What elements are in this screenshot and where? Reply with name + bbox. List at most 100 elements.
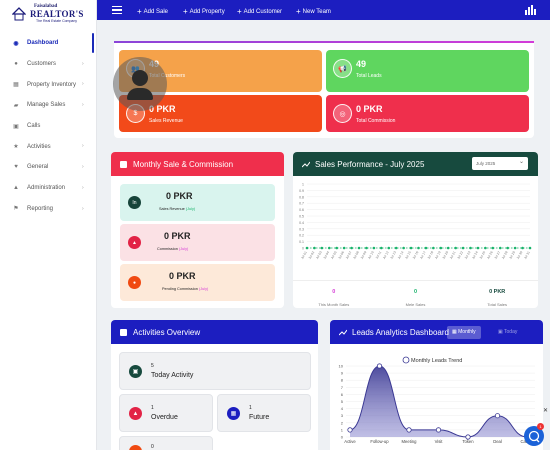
brand-top: Faisalabad bbox=[34, 4, 58, 9]
metric-caption: Pending Commission (July) bbox=[162, 287, 208, 291]
footer-value: 0 bbox=[413, 289, 418, 295]
sidebar: Faisalabad REALTOR'S The Real Estate Com… bbox=[0, 0, 97, 450]
avatar-head bbox=[132, 70, 148, 86]
sidebar-item-general[interactable]: ♥ General › bbox=[0, 157, 97, 178]
stat-total-leads[interactable]: 📢 49 Total Leads bbox=[326, 50, 529, 92]
activity-other[interactable]: ● 0 bbox=[119, 436, 213, 450]
tab-monthly[interactable]: ▦ Monthly bbox=[447, 326, 481, 339]
activity-future[interactable]: ▦ 1 Future bbox=[217, 394, 311, 432]
data-point bbox=[365, 246, 368, 250]
chevron-right-icon: › bbox=[82, 60, 84, 67]
performance-header: Sales Performance - July 2025 July 2025 bbox=[293, 152, 538, 176]
monthly-item[interactable]: In 0 PKR Sales Revenue (July) bbox=[120, 184, 275, 221]
new-team-link[interactable]: + New Team bbox=[296, 7, 331, 16]
x-tick-label: Jul 14 bbox=[397, 250, 405, 260]
house-logo-icon bbox=[12, 7, 26, 21]
data-point bbox=[432, 246, 435, 250]
performance-footer: 0 This Month Sales 0 Mele Sales 0 PKR To… bbox=[293, 280, 538, 308]
coin-icon: ◎ bbox=[333, 104, 352, 123]
tab-other-label: Today bbox=[504, 329, 518, 335]
data-point bbox=[380, 246, 383, 250]
footer-label: This Month Sales bbox=[318, 302, 350, 307]
sidebar-item-label: Reporting bbox=[27, 205, 54, 212]
metric-caption: Commission (July) bbox=[157, 247, 188, 251]
sidebar-item-property-inventory[interactable]: ▦ Property Inventory › bbox=[0, 74, 97, 95]
sidebar-item-reporting[interactable]: ⚑ Reporting › bbox=[0, 199, 97, 220]
x-tick-label: Jul 09 bbox=[360, 250, 368, 260]
x-tick-label: Jul 30 bbox=[516, 250, 524, 260]
activity-name: Overdue bbox=[151, 414, 178, 421]
star-icon: ★ bbox=[13, 144, 19, 151]
footer-label: Mele Sales bbox=[405, 302, 426, 307]
activity-count: 5 bbox=[151, 363, 154, 369]
data-point bbox=[402, 246, 405, 250]
activity-today[interactable]: ▣ 5 Today Activity bbox=[119, 352, 311, 390]
data-point bbox=[376, 363, 383, 369]
user-avatar[interactable] bbox=[113, 57, 167, 111]
sidebar-item-label: Activities bbox=[27, 143, 51, 150]
stat-label: Total Customers bbox=[149, 73, 186, 79]
sidebar-item-calls[interactable]: ▣ Calls bbox=[0, 116, 97, 137]
sidebar-item-administration[interactable]: ▲ Administration › bbox=[0, 178, 97, 199]
y-tick-label: 0.6 bbox=[299, 208, 304, 212]
stat-total-commission[interactable]: ◎ 0 PKR Total Commission bbox=[326, 95, 529, 132]
activity-name: Today Activity bbox=[151, 372, 194, 379]
sidebar-item-manage-sales[interactable]: ▰ Manage Sales › bbox=[0, 95, 97, 116]
cart-icon: ▰ bbox=[13, 102, 19, 109]
legend-marker bbox=[402, 356, 410, 364]
metric-period: (July) bbox=[198, 287, 209, 291]
stat-value: 0 PKR bbox=[149, 104, 176, 114]
y-tick-label: 2 bbox=[341, 420, 344, 425]
data-point bbox=[435, 427, 442, 433]
sidebar-item-activities[interactable]: ★ Activities › bbox=[0, 136, 97, 157]
chevron-right-icon: › bbox=[82, 164, 84, 171]
monthly-item[interactable]: ▲ 0 PKR Commission (July) bbox=[120, 224, 275, 261]
close-icon[interactable]: ✕ bbox=[543, 408, 549, 414]
metric-label: Pending Commission bbox=[162, 287, 198, 291]
activity-overdue[interactable]: ▲ 1 Overdue bbox=[119, 394, 213, 432]
metric-icon: ● bbox=[128, 276, 141, 289]
data-point bbox=[424, 246, 428, 250]
menu-toggle-icon[interactable] bbox=[112, 6, 122, 16]
sidebar-item-customers[interactable]: ● Customers › bbox=[0, 54, 97, 75]
calendar-icon: ▦ bbox=[227, 407, 240, 420]
chat-widget-button[interactable] bbox=[524, 426, 544, 446]
bar-chart-icon[interactable] bbox=[525, 5, 536, 15]
data-point bbox=[498, 246, 502, 250]
y-tick-label: 6 bbox=[341, 392, 344, 397]
leads-header: Leads Analytics Dashboard ▦ Monthly ▣ To… bbox=[330, 320, 543, 344]
data-point bbox=[406, 427, 412, 433]
chevron-right-icon: › bbox=[82, 102, 84, 109]
y-tick-label: 5 bbox=[341, 399, 344, 404]
tab-monthly-label: Monthly bbox=[458, 329, 476, 335]
stat-label: Sales Revenue bbox=[149, 118, 183, 124]
data-point bbox=[513, 246, 517, 250]
add-customer-label: Add Customer bbox=[243, 9, 283, 15]
data-point bbox=[454, 246, 457, 250]
heart-icon: ♥ bbox=[14, 164, 18, 171]
stat-value: 0 PKR bbox=[356, 104, 383, 114]
month-select[interactable]: July 2025 bbox=[472, 157, 528, 170]
line-chart-icon bbox=[339, 329, 347, 335]
brand-tagline: The Real Estate Company bbox=[36, 19, 78, 23]
legend-label: Monthly Leads Trend bbox=[411, 358, 462, 364]
brand-logo[interactable]: Faisalabad REALTOR'S The Real Estate Com… bbox=[8, 4, 93, 24]
x-tick-label: Jul 18 bbox=[427, 250, 435, 260]
sidebar-item-dashboard[interactable]: ◉ Dashboard bbox=[0, 33, 97, 54]
add-property-link[interactable]: + Add Property bbox=[183, 7, 225, 16]
new-team-label: New Team bbox=[302, 9, 331, 15]
monthly-sale-card: Monthly Sale & Commission In 0 PKR Sales R… bbox=[111, 152, 284, 308]
flag-icon: ⚑ bbox=[13, 206, 19, 213]
tab-other[interactable]: ▣ Today bbox=[498, 329, 518, 335]
footer-this-month: 0 This Month Sales bbox=[293, 281, 375, 308]
monthly-item[interactable]: ● 0 PKR Pending Commission (July) bbox=[120, 264, 275, 301]
add-customer-link[interactable]: + Add Customer bbox=[237, 7, 283, 16]
y-tick-label: 10 bbox=[339, 364, 344, 369]
data-point bbox=[528, 246, 532, 250]
monthly-card-header: Monthly Sale & Commission bbox=[111, 152, 284, 176]
add-sale-link[interactable]: + Add Sale bbox=[137, 7, 169, 16]
stats-accent-bar bbox=[114, 41, 534, 43]
y-tick-label: 0.7 bbox=[299, 202, 304, 206]
megaphone-icon: 📢 bbox=[333, 59, 352, 78]
sidebar-item-label: Property Inventory bbox=[27, 81, 77, 88]
